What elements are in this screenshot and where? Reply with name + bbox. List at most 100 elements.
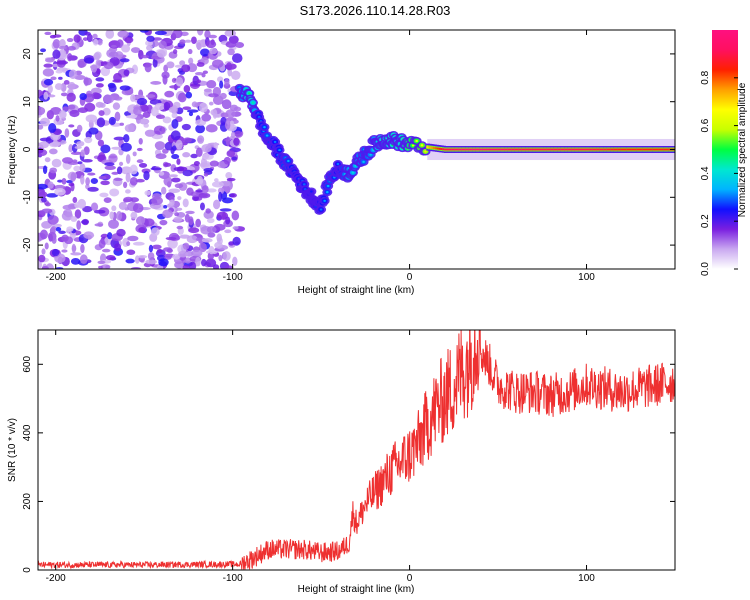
trace-point-core xyxy=(303,183,306,186)
noise-blob xyxy=(42,165,48,175)
noise-blob xyxy=(38,260,43,269)
noise-blob xyxy=(52,38,61,49)
noise-blob xyxy=(49,167,58,174)
x-tick-label: 0 xyxy=(407,272,413,283)
noise-blob xyxy=(84,136,93,144)
noise-blob xyxy=(62,106,69,112)
noise-blob xyxy=(201,258,207,267)
noise-blob xyxy=(208,93,219,98)
noise-blob xyxy=(195,256,201,267)
noise-blob xyxy=(66,92,76,102)
noise-blob xyxy=(102,61,108,65)
noise-blob xyxy=(173,166,185,172)
noise-blob xyxy=(97,39,103,46)
noise-blob xyxy=(133,106,142,116)
noise-blob xyxy=(164,90,175,98)
noise-blob xyxy=(162,209,173,219)
noise-blob xyxy=(73,165,81,172)
noise-blob xyxy=(98,239,106,249)
noise-blob xyxy=(111,171,119,175)
noise-blob xyxy=(214,178,219,183)
noise-blob xyxy=(51,226,57,230)
trace-band-core xyxy=(574,148,581,151)
noise-blob xyxy=(152,244,162,250)
trace-band-core xyxy=(532,148,538,151)
noise-blob xyxy=(174,183,184,189)
noise-blob xyxy=(113,136,125,141)
trace-band-core xyxy=(493,148,500,151)
noise-blob xyxy=(40,117,50,127)
noise-blob xyxy=(137,254,148,259)
trace-band-core xyxy=(539,148,546,151)
trace-band-core xyxy=(504,148,510,151)
y-tick-label: 10 xyxy=(22,96,33,108)
noise-blob xyxy=(117,30,129,38)
noise-blob xyxy=(58,76,63,80)
noise-blob xyxy=(41,208,53,214)
trace-band-core xyxy=(599,148,606,151)
noise-blob xyxy=(171,177,181,183)
noise-blob xyxy=(233,106,242,112)
noise-blob xyxy=(58,109,67,119)
noise-blob xyxy=(58,230,66,235)
noise-blob xyxy=(57,179,63,183)
noise-blob xyxy=(219,208,232,212)
trace-band-core xyxy=(468,148,475,151)
noise-blob xyxy=(42,68,54,77)
noise-blob xyxy=(140,54,150,59)
noise-blob xyxy=(126,241,131,247)
trace-band-core xyxy=(560,148,567,151)
noise-blob xyxy=(130,266,142,269)
y-tick-label: 600 xyxy=(22,356,33,373)
noise-blob xyxy=(83,146,90,155)
noise-blob xyxy=(172,49,178,55)
noise-blob xyxy=(110,44,117,48)
noise-blob xyxy=(207,232,216,238)
noise-blob xyxy=(79,163,86,173)
noise-blob xyxy=(208,34,218,39)
x-tick-label: -100 xyxy=(223,573,243,584)
noise-blob xyxy=(64,209,73,218)
noise-blob xyxy=(224,78,230,87)
noise-blob xyxy=(195,124,206,134)
noise-blob xyxy=(182,242,190,250)
noise-blob xyxy=(129,177,138,186)
noise-blob xyxy=(202,70,208,75)
trace-band-core xyxy=(461,148,468,151)
noise-blob xyxy=(71,243,77,254)
noise-blob xyxy=(145,94,156,98)
trace-band-core xyxy=(486,148,492,151)
noise-blob xyxy=(230,131,236,139)
noise-blob xyxy=(200,202,205,211)
noise-blob xyxy=(155,153,167,160)
noise-blob xyxy=(155,114,165,119)
noise-blob xyxy=(211,181,224,188)
noise-blob xyxy=(225,41,237,48)
noise-blob xyxy=(107,232,113,240)
noise-blob xyxy=(157,49,166,58)
noise-blob xyxy=(171,154,180,160)
noise-blob xyxy=(221,180,231,187)
noise-blob xyxy=(132,203,144,213)
noise-blob xyxy=(56,60,68,65)
trace-band-core xyxy=(479,148,485,151)
noise-blob xyxy=(182,152,191,158)
noise-blob xyxy=(174,212,180,217)
noise-blob xyxy=(148,244,154,253)
noise-blob xyxy=(102,94,115,104)
noise-blob xyxy=(80,149,86,157)
noise-blob xyxy=(229,193,237,198)
trace-band-core xyxy=(617,148,623,151)
noise-blob xyxy=(230,70,241,80)
noise-blob xyxy=(200,157,208,168)
trace-band-core xyxy=(557,148,563,151)
noise-blob xyxy=(229,120,235,130)
noise-blob xyxy=(76,220,82,231)
trace-band-core xyxy=(553,148,560,151)
noise-blob xyxy=(114,111,121,122)
noise-blob xyxy=(192,75,200,86)
noise-blob xyxy=(196,62,205,67)
noise-blob xyxy=(104,162,115,167)
noise-blob xyxy=(70,258,81,265)
